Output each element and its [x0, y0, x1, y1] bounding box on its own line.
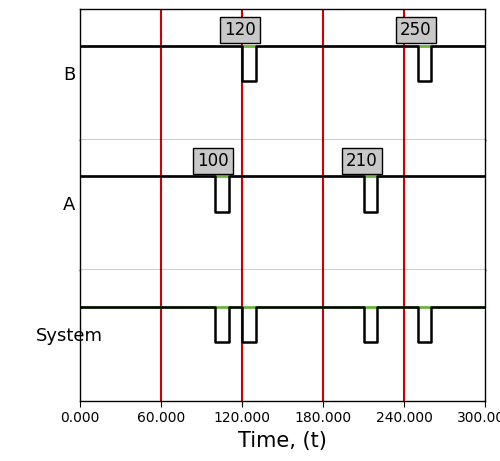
Text: 250: 250	[400, 21, 432, 39]
Y-axis label: B: B	[63, 65, 75, 83]
X-axis label: Time, (t): Time, (t)	[238, 431, 327, 451]
Text: 210: 210	[346, 152, 378, 170]
Text: 100: 100	[198, 152, 229, 170]
Text: 120: 120	[224, 21, 256, 39]
Y-axis label: A: A	[62, 196, 75, 214]
Y-axis label: System: System	[36, 327, 102, 345]
